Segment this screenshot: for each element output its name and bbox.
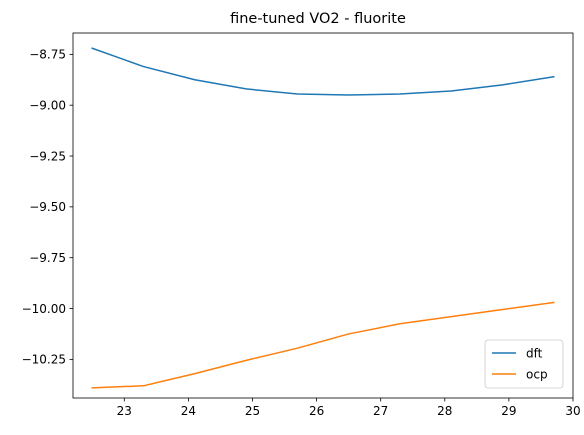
y-tick-label: −10.25: [22, 353, 66, 367]
legend-label-dft: dft: [526, 346, 543, 360]
legend-label-ocp: ocp: [526, 367, 548, 381]
legend-box: [484, 339, 564, 389]
x-tick-label: 28: [437, 404, 452, 418]
chart-title: fine-tuned VO2 - fluorite: [230, 11, 406, 27]
series-line-ocp: [91, 301, 555, 389]
series-line-dft: [91, 47, 555, 96]
axes-frame: [72, 32, 574, 399]
y-tick-label: −10.00: [22, 302, 66, 316]
plot-area: [91, 47, 555, 389]
y-tick-label: −9.75: [29, 251, 66, 265]
y-tick-label: −9.00: [29, 98, 66, 112]
axes: 23 24 25 26 27 28 29 30 −8.75 −9.00 −9.25 −9.50 −9.7…: [22, 32, 581, 418]
y-tick-label: −8.75: [29, 48, 66, 62]
x-tick-label: 30: [565, 404, 580, 418]
x-tick-label: 27: [373, 404, 388, 418]
x-tick-label: 29: [501, 404, 516, 418]
x-tick-label: 25: [245, 404, 260, 418]
x-tick-label: 24: [181, 404, 196, 418]
x-tick-label: 26: [309, 404, 324, 418]
y-tick-label: −9.50: [29, 200, 66, 214]
y-tick-label: −9.25: [29, 149, 66, 163]
x-tick-label: 23: [117, 404, 132, 418]
legend: dft ocp: [484, 339, 564, 389]
